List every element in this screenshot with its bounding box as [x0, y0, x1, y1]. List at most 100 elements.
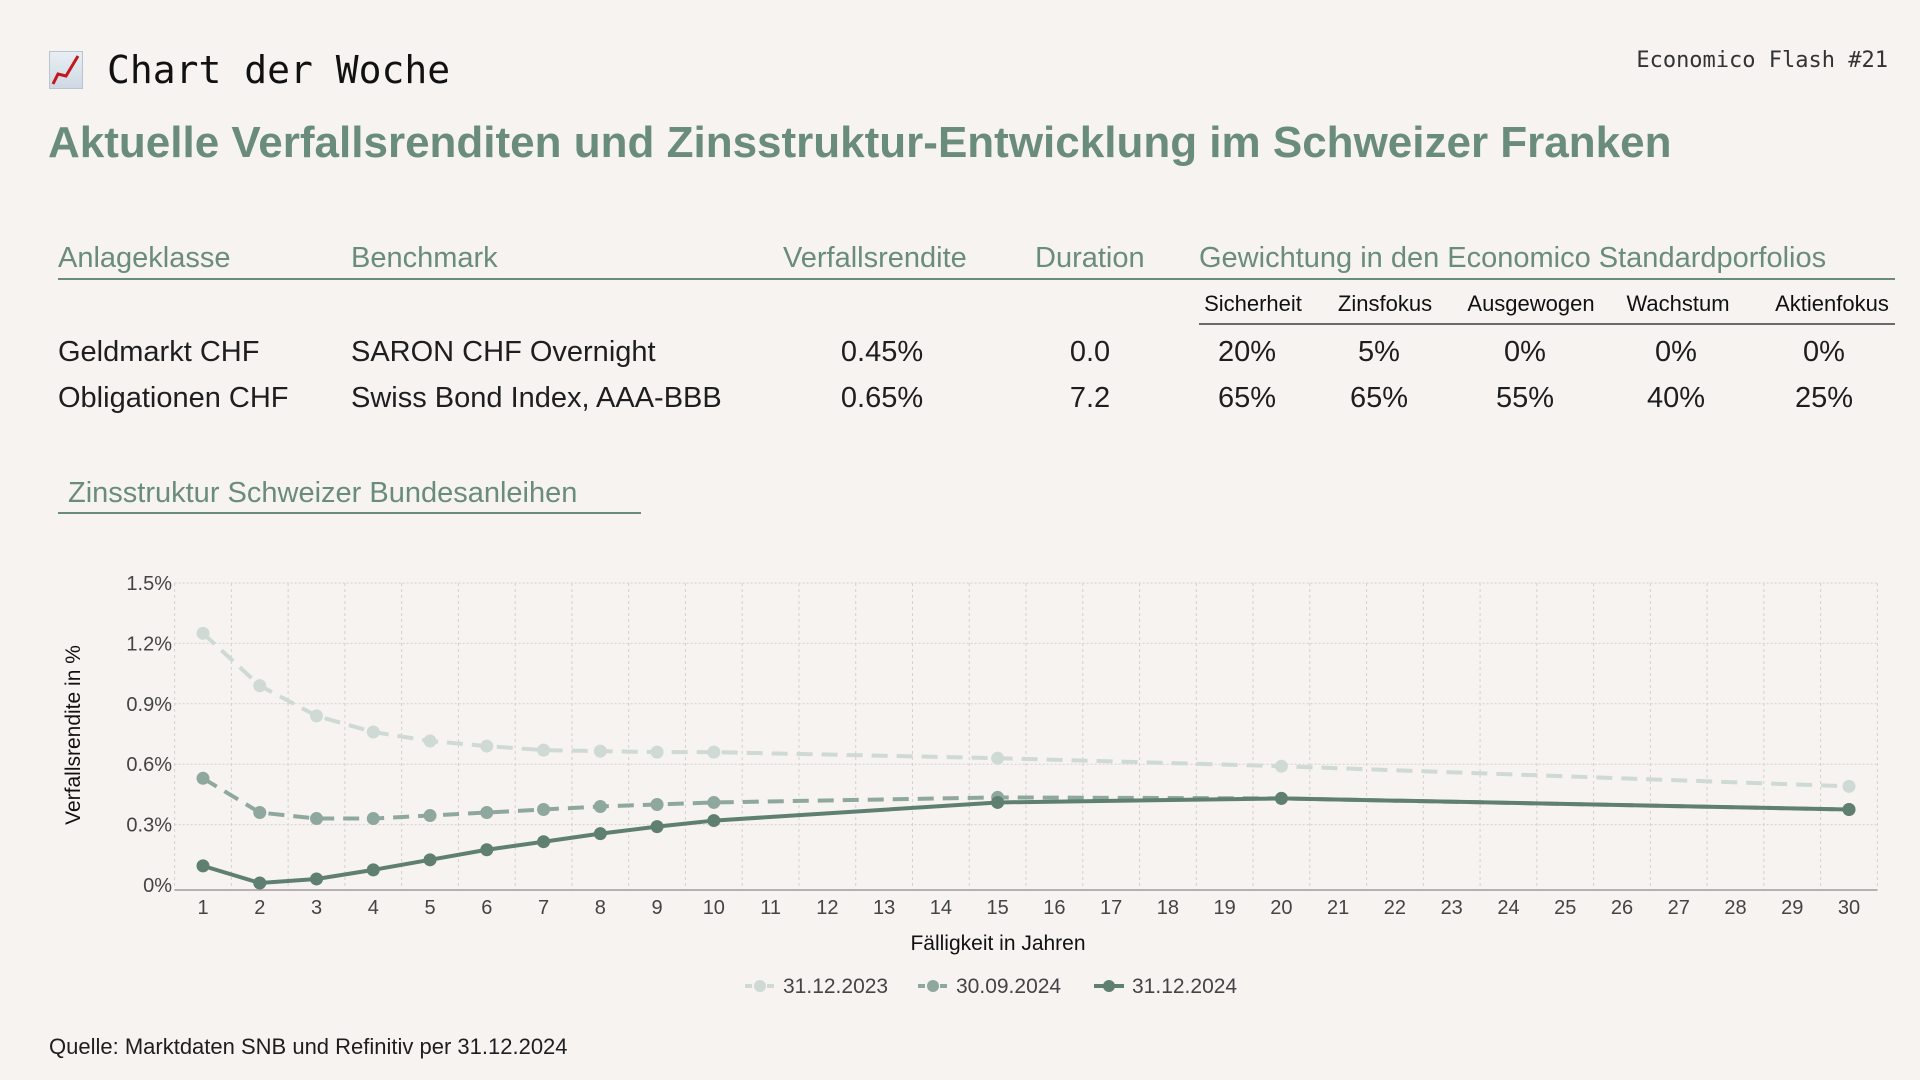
- data-point: [253, 679, 267, 693]
- data-point: [593, 827, 607, 841]
- portfolio-wachstum: Wachstum: [1626, 291, 1730, 316]
- data-point: [196, 771, 210, 785]
- x-tick-label: 18: [1157, 897, 1179, 919]
- data-point: [537, 803, 551, 816]
- x-tick-label: 11: [760, 897, 781, 919]
- portfolio-aktienfokus: Aktienfokus: [1775, 291, 1889, 316]
- col-header-asset: Anlageklasse: [58, 242, 231, 274]
- x-tick-label: 8: [595, 897, 606, 919]
- cell-duration: 7.2: [1069, 382, 1111, 414]
- cell-weight: 20%: [1217, 336, 1277, 368]
- legend-label: 31.12.2024: [1132, 975, 1237, 998]
- data-point: [707, 795, 721, 809]
- y-tick-label: 0.9%: [126, 694, 172, 716]
- data-point: [196, 859, 210, 873]
- x-axis-title: Fälligkeit in Jahren: [910, 932, 1085, 955]
- x-tick-label: 1: [197, 897, 208, 919]
- data-point: [537, 743, 551, 757]
- data-point: [650, 820, 664, 834]
- kicker-text: Chart der Woche: [107, 48, 451, 92]
- data-point: [1842, 779, 1856, 793]
- x-tick-label: 13: [873, 897, 895, 919]
- x-tick-label: 23: [1441, 897, 1463, 919]
- legend-marker: [1103, 980, 1115, 992]
- x-tick-label: 21: [1327, 897, 1349, 919]
- x-tick-label: 7: [538, 897, 549, 919]
- x-tick-label: 29: [1781, 897, 1803, 919]
- cell-benchmark: SARON CHF Overnight: [351, 336, 656, 368]
- data-point: [537, 835, 551, 849]
- source-note: Quelle: Marktdaten SNB und Refinitiv per…: [49, 1034, 568, 1059]
- series-31-12-2023: [196, 626, 1856, 793]
- cell-asset: Obligationen CHF: [58, 382, 289, 414]
- data-point: [366, 812, 380, 826]
- data-point: [480, 806, 494, 820]
- data-point: [650, 797, 664, 811]
- x-tick-label: 30: [1838, 897, 1860, 919]
- legend-marker: [927, 980, 939, 992]
- legend-item: 31.12.2024: [1094, 975, 1237, 998]
- x-tick-label: 19: [1214, 897, 1236, 919]
- cell-ytm: 0.45%: [840, 336, 924, 368]
- portfolio-sicherheit: Sicherheit: [1204, 291, 1302, 316]
- legend-label: 31.12.2023: [783, 975, 888, 998]
- data-point: [991, 751, 1005, 765]
- x-tick-label: 26: [1611, 897, 1633, 919]
- data-point: [310, 709, 324, 723]
- kicker: Chart der Woche: [49, 48, 450, 92]
- series-31-12-2024: [196, 791, 1856, 890]
- portfolio-ausgewogen: Ausgewogen: [1467, 291, 1595, 316]
- cell-weight: 0%: [1655, 336, 1697, 368]
- data-point: [707, 745, 721, 759]
- data-point: [253, 806, 267, 820]
- y-axis-title: Verfallsrendite in %: [62, 645, 85, 825]
- cell-weight: 25%: [1794, 382, 1854, 414]
- legend-item: 30.09.2024: [918, 975, 1061, 998]
- cell-asset: Geldmarkt CHF: [58, 336, 260, 368]
- data-point: [253, 876, 267, 890]
- page-title: Aktuelle Verfallsrenditen und Zinsstrukt…: [48, 118, 1672, 167]
- x-tick-label: 12: [816, 897, 838, 919]
- cell-benchmark: Swiss Bond Index, AAA-BBB: [351, 382, 722, 414]
- yield-curve-chart: 0%0.3%0.6%0.9%1.2%1.5%1 2 3 4 5 6 7 8 9 10 11 12 13 1…: [62, 573, 1878, 998]
- y-tick-label: 0.6%: [126, 754, 172, 776]
- y-tick-label: 0%: [143, 875, 172, 897]
- subheader-divider: [1199, 323, 1895, 325]
- x-tick-label: 22: [1384, 897, 1406, 919]
- data-point: [480, 739, 494, 753]
- col-header-ytm: Verfallsrendite: [783, 242, 967, 274]
- issue-label: Economico Flash #21: [1636, 48, 1888, 73]
- data-point: [366, 863, 380, 877]
- data-point: [423, 734, 437, 748]
- data-point: [480, 843, 494, 857]
- col-header-duration: Duration: [1035, 242, 1145, 274]
- x-tick-label: 2: [254, 897, 265, 919]
- col-header-weights: Gewichtung in den Economico Standardporf…: [1199, 242, 1827, 274]
- data-point: [991, 795, 1005, 809]
- x-tick-label: 5: [424, 897, 435, 919]
- data-point: [423, 853, 437, 867]
- cell-weight: 5%: [1358, 336, 1400, 368]
- header-divider: [58, 278, 1895, 280]
- cell-weight: 0%: [1803, 336, 1845, 368]
- data-point: [1274, 759, 1288, 773]
- y-tick-label: 1.5%: [126, 573, 172, 595]
- x-tick-label: 16: [1043, 897, 1065, 919]
- cell-weight: 65%: [1349, 382, 1409, 414]
- x-tick-label: 28: [1724, 897, 1746, 919]
- cell-weight: 40%: [1646, 382, 1706, 414]
- legend-label: 30.09.2024: [956, 975, 1061, 998]
- x-tick-label: 4: [368, 897, 379, 919]
- cell-duration: 0.0: [1069, 336, 1111, 368]
- x-tick-label: 6: [481, 897, 492, 919]
- data-point: [310, 812, 324, 826]
- data-point: [1274, 791, 1288, 805]
- y-tick-label: 0.3%: [126, 815, 172, 837]
- portfolio-zinsfokus: Zinsfokus: [1337, 291, 1433, 316]
- data-point: [366, 725, 380, 739]
- x-tick-label: 9: [652, 897, 663, 919]
- y-tick-label: 1.2%: [126, 633, 172, 655]
- x-tick-label: 14: [930, 897, 952, 919]
- x-tick-label: 20: [1270, 897, 1292, 919]
- col-header-benchmark: Benchmark: [351, 242, 498, 274]
